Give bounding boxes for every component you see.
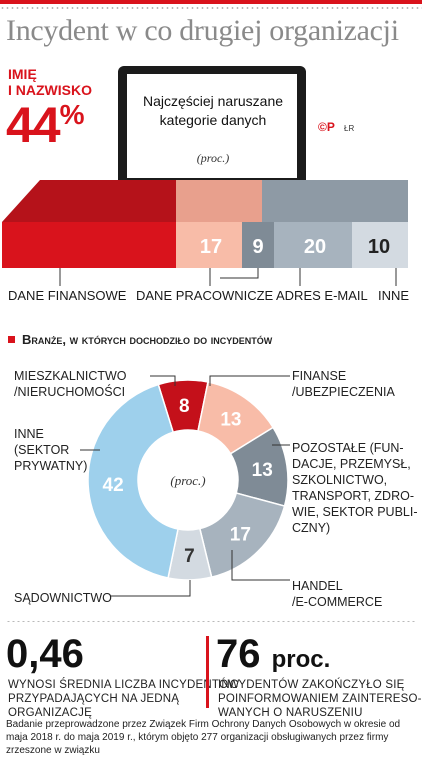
bar-top-mid [176,180,262,222]
pie-label-handel: HANDEL /E-COMMERCE [292,578,382,610]
pie-label-line: DACJE, PRZEMYSŁ, [292,457,411,471]
stat-text-line: INCYDENTÓW ZAKOŃCZYŁO SIĘ [218,679,405,691]
bar-value-extra: 9 [252,236,264,258]
pie-label-line: CZNY) [292,521,331,535]
section-marker [8,336,15,343]
stat-left-text: WYNOSI ŚREDNIA LICZBA INCYDENTÓW PRZYPAD… [8,678,239,720]
bar-segment-email [274,222,352,268]
stat-text-line: POINFORMOWANIEM ZAINTERESO- [218,693,422,705]
highlight-label-line2: I NAZWISKO [8,82,92,98]
bar-value-email: 20 [303,236,327,258]
bar-value-pracownicze: 17 [199,236,223,258]
pie-label-line: /NIERUCHOMOŚCI [14,385,126,399]
pie-label-mieszkalnictwo: MIESZKALNICTWO /NIERUCHOMOŚCI [14,368,127,400]
bar-segment-finansowe [2,222,176,268]
stat-right-unit: proc. [271,646,331,673]
pie-label-line: WIE, SEKTOR PUBLI- [292,505,418,519]
pie-label-line: /E-COMMERCE [292,595,383,609]
pie-label-line: MIESZKALNICTWO [14,369,127,383]
bar-segment-pracownicze [176,222,242,268]
bar-label-finansowe: DANE FINANSOWE [8,288,127,303]
pie-label-line: FINANSE [292,369,347,383]
leader-sadownictwo [110,580,191,597]
publisher-logo: ©P [318,120,335,134]
donut-value-inne: 42 [103,475,124,496]
pie-label-line: SĄDOWNICTWO [14,591,112,605]
bar-segment-extra [242,222,274,268]
highlight-value: 44% [6,96,85,154]
donut-value-handel: 17 [230,525,251,546]
bar-chart [2,66,408,286]
donut-value-mieszkalnictwo: 8 [179,396,190,417]
bar-segment-inne [352,222,408,268]
bar-label-inne: INNE [378,288,410,303]
pie-label-line: INNE [14,427,44,441]
pie-label-line: (SEKTOR [14,443,70,457]
highlight-label-line1: IMIĘ [8,66,37,82]
stat-left-value: 0,46 [6,632,84,676]
pie-label-pozostale: POZOSTAŁE (FUN- DACJE, PRZEMYSŁ, SZKOLNI… [292,440,418,536]
donut-center-unit: (proc.) [170,473,205,488]
pie-label-line: SZKOLNICTWO, [292,473,388,487]
laptop-screen-text: Najczęściej naruszane kategorie danych [142,93,284,128]
pie-label-line: PRYWATNY) [14,459,88,473]
page-title: Incydent w co drugiej organizacji [6,14,399,47]
donut-slice-inne [87,383,179,579]
pie-label-line: TRANSPORT, ZDRO- [292,489,414,503]
author-initials: ŁR [344,124,355,133]
pie-label-inne: INNE (SEKTOR PRYWATNY) [14,426,87,474]
stat-right-value: 76 proc. [216,632,330,677]
stat-text-line: WYNOSI ŚREDNIA LICZBA INCYDENTÓW [8,679,240,691]
pie-label-line: POZOSTAŁE (FUN- [292,441,404,455]
dotted-separator [6,620,416,623]
highlight-number: 44 [6,97,61,153]
donut-value-sadownictwo: 7 [184,546,195,567]
top-rule [0,0,422,4]
stat-text-line: ORGANIZACJĘ [8,707,92,719]
stat-divider [206,636,209,708]
tick-extra [220,268,259,279]
dotted-rule [0,6,422,10]
footnote: Badanie przeprowadzone przez Związek Fir… [6,719,401,756]
stat-text-line: PRZYPADAJĄCYCH NA JEDNĄ [8,693,180,705]
stat-right-text: INCYDENTÓW ZAKOŃCZYŁO SIĘ POINFORMOWANIE… [218,678,422,720]
bar-value-inne: 10 [367,236,391,258]
stat-text-line: WANYCH O NARUSZENIU [218,707,363,719]
leader-handel [231,550,290,581]
donut-value-pozostale: 13 [252,460,273,481]
bar-label-pracownicze: DANE PRACOWNICZE [136,288,274,303]
pie-section-title: Branże, w których dochodziło do incydent… [22,332,273,347]
bar-unit-note: (proc.) [196,151,230,165]
pie-label-line: HANDEL [292,579,343,593]
highlight-label: IMIĘ I NAZWISKO [8,66,138,98]
pie-label-finanse: FINANSE /UBEZPIECZENIA [292,368,395,400]
bar-top-right [262,180,408,222]
pie-label-line: /UBEZPIECZENIA [292,385,395,399]
leader-finanse [209,375,290,386]
bar-label-email: ADRES E-MAIL [276,288,368,303]
donut-value-finanse: 13 [220,410,241,431]
leader-mieszkalnictwo [150,375,176,386]
laptop-screen [127,74,297,178]
pie-label-sadownictwo: SĄDOWNICTWO [14,590,112,606]
stat-right-number: 76 [216,632,261,676]
highlight-unit: % [59,99,85,130]
donut-chart: 8 13 13 17 7 42 (proc.) [80,375,290,597]
